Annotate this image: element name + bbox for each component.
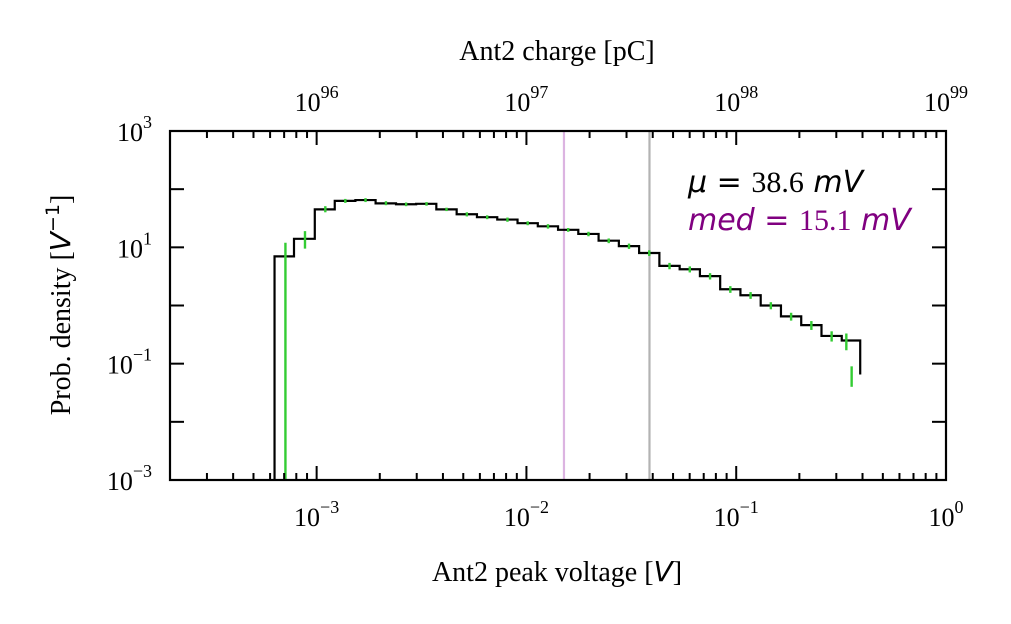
mean-annotation: μ = 38.6 mV bbox=[687, 165, 866, 200]
median-symbol: med bbox=[688, 203, 756, 238]
x-tick-label: 10−2 bbox=[504, 497, 549, 532]
mean-symbol: μ bbox=[687, 165, 707, 200]
x-tick-label: 100 bbox=[929, 497, 964, 532]
y-axis-title-exp: −1 bbox=[42, 204, 64, 232]
y-tick-label: 10−1 bbox=[107, 345, 152, 380]
top-tick-label: 1097 bbox=[504, 82, 548, 117]
x-axis-title-text: Ant2 peak voltage [ bbox=[432, 557, 654, 588]
reference-lines bbox=[562, 131, 651, 480]
top-tick-label: 1096 bbox=[295, 82, 339, 117]
x-tick-label: 10−3 bbox=[294, 497, 339, 532]
tick-labels: 10−3 10−2 10−1 100 1096 1097 1098 1099 10−3 10−1 1… bbox=[107, 82, 968, 532]
plot-frame bbox=[168, 129, 948, 482]
y-axis-title-text: Prob. density [ bbox=[46, 251, 77, 415]
top-tick-label: 1098 bbox=[714, 82, 758, 117]
x-tick-label: 10−1 bbox=[714, 497, 759, 532]
median-equals: = bbox=[755, 203, 799, 238]
mean-equals: = bbox=[707, 165, 751, 200]
x-axis-title: Ant2 peak voltage [V] bbox=[432, 555, 682, 588]
y-axis-title-close: ] bbox=[46, 195, 77, 204]
y-axis-title: Prob. density [V−1] bbox=[42, 195, 77, 416]
top-tick-label: 1099 bbox=[924, 82, 968, 117]
mean-value: 38.6 bbox=[751, 166, 804, 199]
median-annotation: med = 15.1 mV bbox=[688, 203, 913, 238]
x-axis-title-close: ] bbox=[673, 557, 682, 588]
y-tick-label: 101 bbox=[117, 228, 152, 263]
y-tick-label: 10−3 bbox=[107, 461, 152, 496]
error-bar-series bbox=[284, 198, 853, 480]
median-value: 15.1 bbox=[799, 204, 852, 237]
top-axis-title: Ant2 charge [pC] bbox=[459, 36, 654, 67]
mean-unit: mV bbox=[804, 165, 866, 200]
y-axis-title-unit: V bbox=[44, 230, 77, 251]
x-axis-title-unit: V bbox=[654, 555, 675, 588]
y-tick-label: 103 bbox=[117, 112, 152, 147]
median-unit: mV bbox=[851, 203, 913, 238]
